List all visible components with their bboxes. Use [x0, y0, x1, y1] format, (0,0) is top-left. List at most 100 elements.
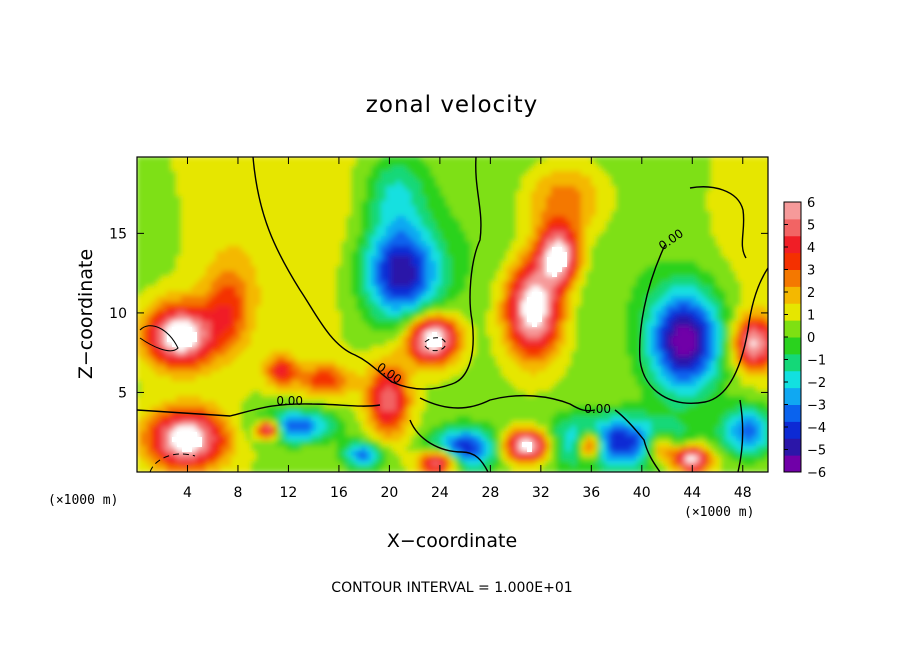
heatmap-cell	[216, 421, 223, 428]
heatmap-cell	[271, 371, 278, 378]
heatmap-cell	[266, 291, 273, 298]
heatmap-cell	[401, 221, 408, 228]
heatmap-cell	[516, 296, 523, 303]
heatmap-cell	[156, 161, 163, 168]
heatmap-cell	[196, 196, 203, 203]
heatmap-cell	[366, 341, 373, 348]
heatmap-cell	[486, 291, 493, 298]
heatmap-cell	[146, 411, 153, 418]
heatmap-cell	[176, 311, 183, 318]
heatmap-cell	[291, 331, 298, 338]
heatmap-cell	[281, 266, 288, 273]
heatmap-cell	[171, 361, 178, 368]
heatmap-cell	[366, 466, 373, 472]
heatmap-cell	[351, 391, 358, 398]
heatmap-cell	[401, 281, 408, 288]
heatmap-cell	[326, 246, 333, 253]
heatmap-cell	[276, 166, 283, 173]
heatmap-cell	[386, 201, 393, 208]
heatmap-cell	[476, 306, 483, 313]
heatmap-cell	[226, 266, 233, 273]
heatmap-cell	[346, 396, 353, 403]
heatmap-cell	[137, 166, 143, 173]
heatmap-cell	[356, 346, 363, 353]
heatmap-cell	[501, 286, 508, 293]
heatmap-cell	[501, 381, 508, 388]
heatmap-cell	[231, 341, 238, 348]
heatmap-cell	[196, 466, 203, 472]
heatmap-cell	[446, 441, 453, 448]
heatmap-cell	[446, 336, 453, 343]
heatmap-cell	[366, 296, 373, 303]
heatmap-cell	[311, 461, 318, 468]
heatmap-cell	[476, 371, 483, 378]
heatmap-cell	[441, 186, 448, 193]
heatmap-cell	[366, 396, 373, 403]
heatmap-cell	[421, 271, 428, 278]
heatmap-cell	[166, 286, 173, 293]
heatmap-cell	[246, 421, 253, 428]
heatmap-cell	[296, 361, 303, 368]
heatmap-cell	[361, 311, 368, 318]
heatmap-cell	[296, 466, 303, 472]
heatmap-cell	[206, 416, 213, 423]
heatmap-cell	[231, 231, 238, 238]
heatmap-cell	[391, 406, 398, 413]
heatmap-cell	[151, 371, 158, 378]
heatmap-cell	[346, 331, 353, 338]
heatmap-cell	[486, 391, 493, 398]
heatmap-cell	[296, 246, 303, 253]
heatmap-cell	[386, 186, 393, 193]
heatmap-cell	[341, 371, 348, 378]
heatmap-cell	[256, 406, 263, 413]
heatmap-cell	[281, 356, 288, 363]
heatmap-cell	[196, 261, 203, 268]
heatmap-cell	[216, 436, 223, 443]
heatmap-cell	[271, 356, 278, 363]
heatmap-cell	[386, 331, 393, 338]
heatmap-cell	[461, 236, 468, 243]
heatmap-cell	[471, 371, 478, 378]
heatmap-cell	[271, 211, 278, 218]
heatmap-cell	[451, 276, 458, 283]
heatmap-cell	[476, 296, 483, 303]
heatmap-cell	[381, 386, 388, 393]
heatmap-cell	[361, 231, 368, 238]
heatmap-cell	[271, 326, 278, 333]
heatmap-cell	[411, 181, 418, 188]
heatmap-cell	[486, 166, 493, 173]
heatmap-cell	[281, 421, 288, 428]
heatmap-cell	[251, 371, 258, 378]
heatmap-cell	[346, 406, 353, 413]
heatmap-cell	[241, 271, 248, 278]
heatmap-cell	[491, 191, 498, 198]
heatmap-cell	[321, 321, 328, 328]
heatmap-cell	[356, 381, 363, 388]
heatmap-cell	[511, 211, 518, 218]
heatmap-cell	[296, 216, 303, 223]
heatmap-cell	[411, 461, 418, 468]
heatmap-cell	[216, 166, 223, 173]
heatmap-cell	[201, 426, 208, 433]
heatmap-cell	[137, 276, 143, 283]
heatmap-cell	[451, 291, 458, 298]
heatmap-cell	[181, 306, 188, 313]
heatmap-cell	[456, 431, 463, 438]
heatmap-cell	[486, 266, 493, 273]
heatmap-cell	[436, 276, 443, 283]
heatmap-cell	[137, 211, 143, 218]
heatmap-cell	[426, 251, 433, 258]
heatmap-cell	[496, 371, 503, 378]
heatmap-cell	[406, 211, 413, 218]
heatmap-cell	[311, 226, 318, 233]
heatmap-cell	[316, 191, 323, 198]
heatmap-cell	[446, 411, 453, 418]
heatmap-cell	[146, 346, 153, 353]
heatmap-cell	[446, 356, 453, 363]
heatmap-cell	[201, 211, 208, 218]
heatmap-cell	[201, 186, 208, 193]
heatmap-cell	[326, 436, 333, 443]
heatmap-cell	[281, 231, 288, 238]
heatmap-cell	[521, 456, 528, 463]
heatmap-cell	[151, 271, 158, 278]
